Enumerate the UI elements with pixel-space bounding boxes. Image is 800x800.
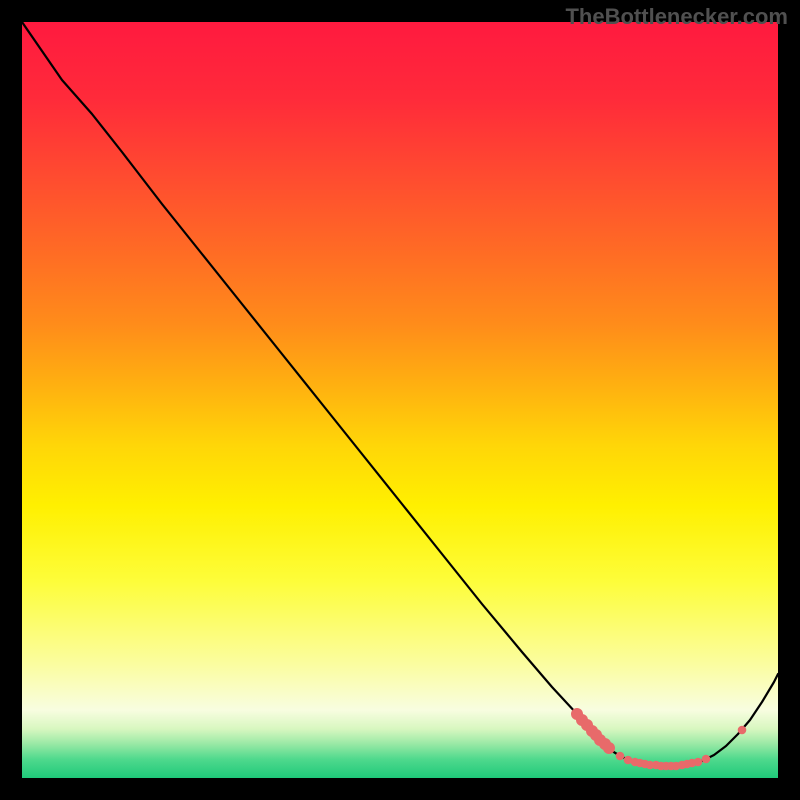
chart-plot-area bbox=[22, 22, 778, 778]
curve-marker bbox=[603, 742, 615, 754]
curve-marker bbox=[616, 752, 625, 761]
bottleneck-chart bbox=[22, 22, 778, 778]
curve-marker bbox=[702, 755, 711, 764]
gradient-background bbox=[22, 22, 778, 778]
watermark-text: TheBottlenecker.com bbox=[565, 4, 788, 30]
curve-marker bbox=[738, 726, 747, 735]
curve-marker bbox=[694, 758, 703, 767]
